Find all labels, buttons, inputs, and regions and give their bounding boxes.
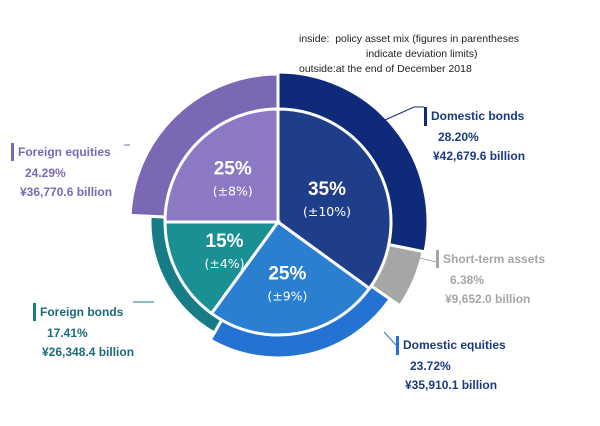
- outside-text: at the end of December 2018: [335, 63, 472, 75]
- callout-amount-domestic-equities: ¥35,910.1 billion: [405, 378, 497, 392]
- callout-percent-short-term-assets: 6.38%: [450, 273, 484, 287]
- inner-label-foreign-bonds: 15%: [206, 231, 244, 252]
- callout-marker-foreign-bonds: [33, 303, 36, 321]
- callout-name-short-term-assets: Short-term assets: [443, 252, 545, 266]
- inner-label-domestic-bonds: 35%: [308, 179, 346, 200]
- inner-slice-foreign-equities: [163, 107, 280, 224]
- inner-deviation-foreign-equities: (±8%): [213, 184, 253, 199]
- inside-text-2: indicate deviation limits): [366, 48, 478, 60]
- inner-slice-domestic-bonds: [276, 107, 393, 291]
- callout-leader-domestic-bonds: [384, 106, 424, 121]
- inner-pie: [163, 107, 393, 337]
- inner-slice-foreign-bonds: [163, 220, 281, 316]
- inner-deviation-foreign-bonds: (±4%): [205, 256, 245, 271]
- inside-text: policy asset mix (figures in parentheses: [335, 33, 520, 45]
- outside-key: outside: [299, 63, 333, 75]
- callout-amount-short-term-assets: ¥9,652.0 billion: [445, 292, 530, 306]
- callout-marker-domestic-bonds: [424, 107, 427, 126]
- callout-amount-domestic-bonds: ¥42,679.6 billion: [433, 149, 525, 163]
- callouts: Domestic bonds 28.20% ¥42,679.6 billion Sho…: [11, 106, 545, 392]
- callout-name-foreign-equities: Foreign equities: [18, 145, 111, 159]
- callout-percent-foreign-equities: 24.29%: [25, 166, 66, 180]
- inner-labels: 35% (±10%) 25% (±9%) 15% (±4%) 25% (±8%): [205, 159, 352, 304]
- inner-slice-domestic-equities: [209, 219, 372, 337]
- inner-label-domestic-equities: 25%: [268, 263, 306, 284]
- inside-key: inside: [299, 33, 327, 45]
- callout-leader-short-term-assets: [419, 257, 437, 263]
- callout-amount-foreign-bonds: ¥26,348.4 billion: [42, 345, 134, 359]
- callout-amount-foreign-equities: ¥36,770.6 billion: [20, 185, 112, 199]
- inner-deviation-domestic-bonds: (±10%): [303, 204, 351, 219]
- callout-name-foreign-bonds: Foreign bonds: [40, 305, 124, 319]
- callout-leader-domestic-equities: [383, 331, 397, 346]
- callout-marker-short-term-assets: [436, 250, 439, 268]
- callout-name-domestic-bonds: Domestic bonds: [431, 109, 525, 123]
- inner-label-foreign-equities: 25%: [214, 159, 252, 180]
- callout-percent-domestic-equities: 23.72%: [410, 359, 451, 373]
- callout-marker-foreign-equities: [11, 143, 14, 161]
- inner-deviation-domestic-equities: (±9%): [267, 288, 307, 303]
- callout-marker-domestic-equities: [396, 336, 399, 355]
- callout-percent-foreign-bonds: 17.41%: [47, 326, 88, 340]
- callout-percent-domestic-bonds: 28.20%: [438, 130, 479, 144]
- callout-name-domestic-equities: Domestic equities: [403, 338, 506, 352]
